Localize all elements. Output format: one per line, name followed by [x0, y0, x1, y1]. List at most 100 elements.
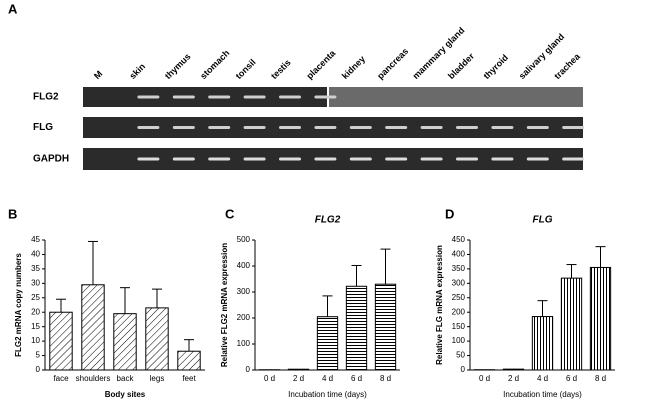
x-tick-label: 6 d	[566, 374, 577, 383]
y-tick-label: 0	[36, 365, 41, 374]
y-tick-label: 15	[31, 322, 40, 331]
band	[173, 96, 195, 99]
y-tick-label: 25	[31, 293, 40, 302]
band	[244, 126, 266, 129]
lane-label: trachea	[552, 51, 582, 81]
panel-label: C	[225, 206, 235, 221]
y-tick-label: 100	[237, 339, 251, 348]
bar	[375, 284, 395, 370]
lane-label: placenta	[304, 47, 338, 81]
band	[314, 96, 336, 99]
band	[491, 158, 513, 161]
y-axis-label: Relative FLG2 mRNA expression	[220, 243, 229, 367]
y-tick-label: 35	[31, 264, 40, 273]
x-tick-label: legs	[150, 374, 165, 383]
x-tick-label: 0 d	[264, 374, 275, 383]
band	[208, 96, 230, 99]
lane-label: skin	[127, 61, 147, 81]
band	[385, 126, 407, 129]
y-tick-label: 400	[237, 261, 251, 270]
y-tick-label: 200	[452, 307, 466, 316]
y-tick-label: 0	[246, 365, 251, 374]
band	[456, 126, 478, 129]
bar	[532, 317, 552, 370]
y-tick-label: 250	[452, 293, 466, 302]
row-label: FLG2	[33, 92, 59, 103]
y-tick-label: 500	[237, 235, 251, 244]
band	[279, 96, 301, 99]
y-tick-label: 100	[452, 336, 466, 345]
band	[527, 158, 549, 161]
bar	[503, 369, 523, 370]
x-tick-label: back	[117, 374, 135, 383]
y-tick-label: 400	[452, 250, 466, 259]
band	[314, 126, 336, 129]
x-tick-label: feet	[182, 374, 196, 383]
y-tick-label: 0	[461, 365, 466, 374]
band	[456, 158, 478, 161]
x-tick-label: shoulders	[76, 374, 111, 383]
band	[562, 158, 584, 161]
y-axis-label: FLG2 mRNA copy numbers	[14, 253, 23, 357]
y-tick-label: 5	[36, 351, 41, 360]
bar	[146, 308, 168, 370]
band	[385, 158, 407, 161]
panel-label: A	[8, 1, 18, 16]
bar	[178, 351, 200, 370]
y-tick-label: 150	[452, 322, 466, 331]
lane-label: M	[92, 69, 104, 81]
gel-blank	[328, 87, 583, 107]
y-tick-label: 45	[31, 235, 40, 244]
row-label: GAPDH	[33, 154, 69, 165]
lane-label: pancreas	[375, 46, 410, 81]
y-tick-label: 450	[452, 235, 466, 244]
bar	[114, 314, 136, 370]
x-tick-label: 4 d	[322, 374, 333, 383]
band	[244, 96, 266, 99]
band	[562, 126, 584, 129]
y-axis-label: Relative FLG mRNA expression	[435, 245, 444, 365]
x-axis-label: Body sites	[105, 390, 146, 399]
lane-label: thymus	[163, 51, 193, 81]
lane-label: thyroid	[481, 52, 510, 81]
x-axis-label: Incubation time (days)	[503, 390, 582, 399]
band	[173, 158, 195, 161]
band	[208, 158, 230, 161]
lane-label: tonsil	[234, 57, 258, 81]
band	[527, 126, 549, 129]
band	[279, 158, 301, 161]
y-tick-label: 350	[452, 264, 466, 273]
band	[279, 126, 301, 129]
band	[421, 126, 443, 129]
panel-label: D	[445, 206, 454, 221]
chart-title: FLG	[533, 215, 553, 226]
bar	[288, 369, 308, 370]
y-tick-label: 10	[31, 336, 40, 345]
panel-label: B	[8, 206, 17, 221]
x-tick-label: 6 d	[351, 374, 362, 383]
x-tick-label: 2 d	[293, 374, 304, 383]
bar	[590, 267, 610, 370]
x-tick-label: 0 d	[479, 374, 490, 383]
lane-label: kidney	[340, 54, 367, 81]
band	[244, 158, 266, 161]
y-tick-label: 40	[31, 250, 40, 259]
band	[137, 126, 159, 129]
lane-label: bladder	[446, 51, 476, 81]
y-tick-label: 20	[31, 307, 40, 316]
y-tick-label: 50	[456, 351, 465, 360]
band	[421, 158, 443, 161]
x-tick-label: 8 d	[595, 374, 606, 383]
y-tick-label: 200	[237, 313, 251, 322]
row-label: FLG	[33, 122, 53, 133]
bar	[346, 286, 366, 370]
band	[137, 96, 159, 99]
band	[208, 126, 230, 129]
y-tick-label: 300	[452, 278, 466, 287]
band	[350, 158, 372, 161]
bar	[50, 312, 72, 370]
y-tick-label: 300	[237, 287, 251, 296]
x-tick-label: face	[53, 374, 69, 383]
bar	[317, 317, 337, 370]
